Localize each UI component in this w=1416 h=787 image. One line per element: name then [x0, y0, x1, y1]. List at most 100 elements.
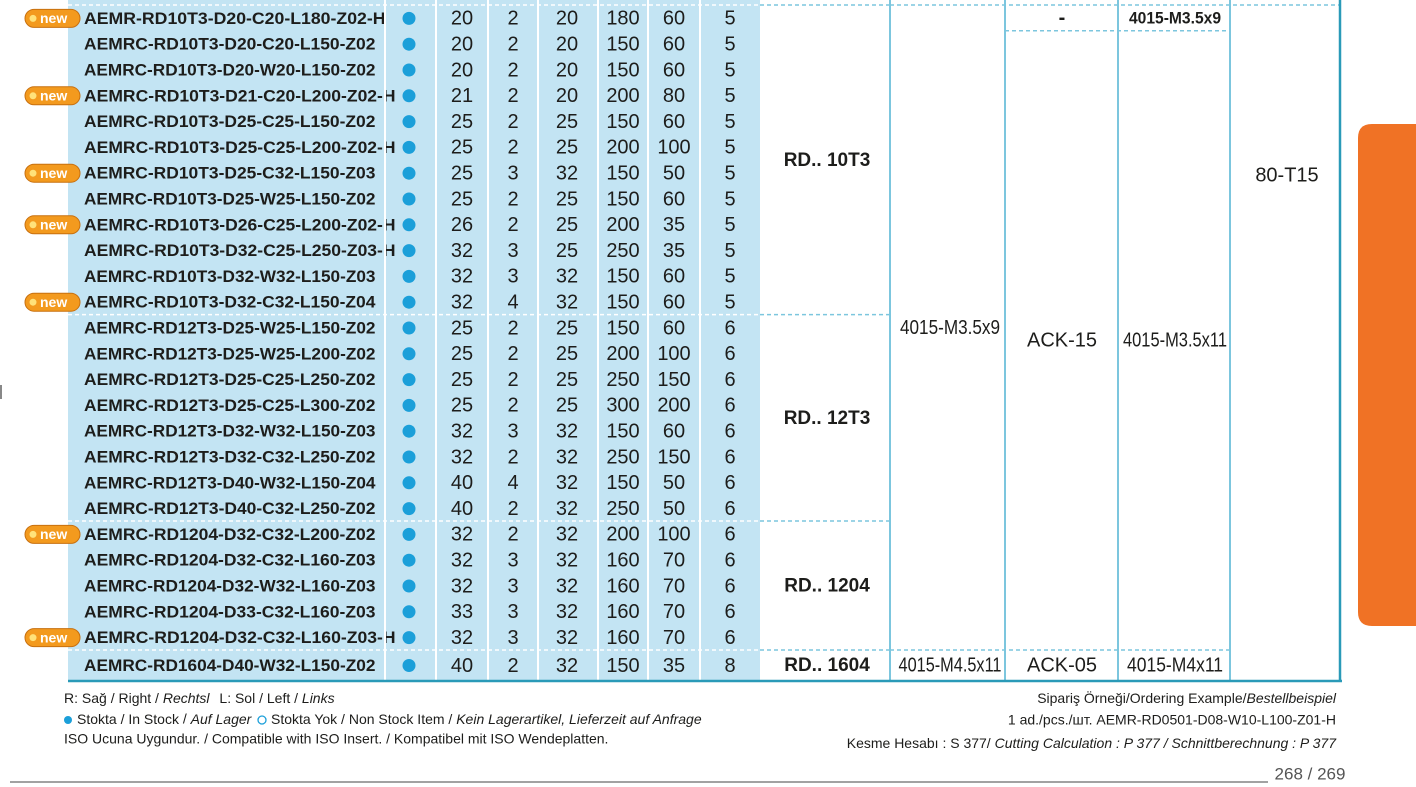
dimension: 150 — [606, 317, 639, 339]
dimension: 100 — [657, 524, 690, 546]
dimension: 20 — [556, 33, 578, 55]
dimension: 6 — [724, 343, 735, 365]
dimension: 32 — [451, 549, 473, 571]
stock-dot — [402, 295, 416, 309]
screw: 4015-M4.5x11 — [899, 654, 1002, 676]
dimension: 5 — [724, 59, 735, 81]
dimension: 25 — [451, 137, 473, 159]
screw-2: 4015-M4x11 — [1127, 654, 1223, 676]
product-code: AEMRC-RD10T3-D32-C32-L150-Z04 — [84, 293, 376, 312]
group-label: RD.. 1604 — [784, 655, 870, 676]
dimension: 150 — [657, 369, 690, 391]
dimension: 32 — [556, 291, 578, 313]
product-code: AEMRC-RD1204-D32-C32-L200-Z02 — [84, 525, 375, 544]
product-code: AEMRC-RD12T3-D25-W25-L200-Z02 — [84, 344, 375, 363]
dimension: 32 — [556, 655, 578, 677]
dimension: 50 — [663, 498, 685, 520]
screw-2: 4015-M3.5x9 — [1129, 8, 1221, 27]
stock-dot — [402, 579, 416, 593]
table-shade — [68, 0, 760, 681]
legend-text: L: Sol / Left / — [219, 690, 298, 706]
stock-dot — [402, 11, 416, 25]
dimension: 35 — [663, 240, 685, 262]
product-code: AEMRC-RD10T3-D20-W20-L150-Z02 — [84, 60, 375, 79]
dimension: 32 — [556, 420, 578, 442]
stock-dot — [402, 424, 416, 438]
dimension: 3 — [507, 601, 518, 623]
legend-text: ISO Ucuna Uygundur. / Compatible with IS… — [64, 731, 608, 747]
product-code: AEMRC-RD10T3-D32-C25-L250-Z03-H — [84, 241, 396, 260]
dimension: 32 — [451, 627, 473, 649]
badge-text: new — [40, 10, 67, 26]
dimension: 150 — [606, 266, 639, 288]
dimension: 32 — [556, 549, 578, 571]
stock-dot — [402, 631, 416, 645]
dimension: 250 — [606, 369, 639, 391]
dimension: 2 — [507, 446, 518, 468]
badge-text: new — [40, 165, 67, 181]
dimension: 250 — [606, 446, 639, 468]
new-badge — [24, 163, 81, 183]
screw-2: 4015-M3.5x11 — [1123, 330, 1227, 352]
dimension: 20 — [451, 59, 473, 81]
wrench: ACK-05 — [1027, 654, 1097, 676]
dimension: 20 — [451, 8, 473, 30]
dimension: 6 — [724, 472, 735, 494]
legend-text: Stokta Yok / Non Stock Item / — [271, 711, 452, 727]
legend-text: Rechtsl — [163, 690, 211, 706]
dimension: 25 — [556, 137, 578, 159]
ordering-text: Bestellbeispiel — [1247, 690, 1337, 706]
product-code: AEMRC-RD10T3-D25-C25-L150-Z02 — [84, 112, 375, 131]
dimension: 2 — [507, 59, 518, 81]
dimension: 250 — [606, 498, 639, 520]
dimension: 32 — [556, 162, 578, 184]
badge-icon — [29, 530, 37, 538]
dimension: 6 — [724, 549, 735, 571]
dimension: 6 — [724, 627, 735, 649]
dimension: 4 — [507, 472, 518, 494]
dimension: 5 — [724, 188, 735, 210]
dimension: 150 — [606, 655, 639, 677]
badge-icon — [29, 634, 37, 642]
dimension: 35 — [663, 214, 685, 236]
dimension: 70 — [663, 549, 685, 571]
dimension: 35 — [663, 655, 685, 677]
dimension: 25 — [451, 188, 473, 210]
dimension: 2 — [507, 369, 518, 391]
legend-text: R: Sağ / Right / — [64, 690, 159, 706]
dimension: 50 — [663, 472, 685, 494]
dimension: 20 — [556, 59, 578, 81]
product-code: AEMRC-RD12T3-D25-W25-L150-Z02 — [84, 318, 375, 337]
dimension: 2 — [507, 85, 518, 107]
wrench: - — [1059, 7, 1066, 29]
dimension: 40 — [451, 472, 473, 494]
calc-line: Kesme Hesabı : S 377/ Cutting Calculatio… — [847, 735, 1337, 751]
legend-line: Stokta / In Stock / Auf Lager Stokta Yok … — [77, 711, 702, 727]
dimension: 25 — [556, 111, 578, 133]
dimension: 25 — [556, 188, 578, 210]
stock-dot — [402, 450, 416, 464]
product-code: AEMRC-RD1604-D40-W32-L150-Z02 — [84, 656, 375, 675]
badge-text: new — [40, 88, 67, 104]
dimension: 2 — [507, 498, 518, 520]
product-code: AEMRC-RD12T3-D25-C25-L250-Z02 — [84, 370, 375, 389]
product-code: AEMRC-RD12T3-D40-W32-L150-Z04 — [84, 473, 376, 492]
legend-text: Stokta / In Stock — [77, 711, 180, 727]
dimension: 5 — [724, 214, 735, 236]
dimension: 32 — [451, 575, 473, 597]
dimension: 60 — [663, 266, 685, 288]
dimension: 60 — [663, 317, 685, 339]
dimension: 2 — [507, 524, 518, 546]
product-code: AEMRC-RD10T3-D20-C20-L150-Z02 — [84, 35, 375, 54]
stock-dot — [402, 502, 416, 516]
dimension: 8 — [724, 655, 735, 677]
dimension: 5 — [724, 111, 735, 133]
dimension: 20 — [556, 8, 578, 30]
side-tab — [1358, 124, 1416, 626]
dimension: 70 — [663, 627, 685, 649]
dimension: 6 — [724, 420, 735, 442]
dimension: 32 — [451, 240, 473, 262]
dimension: 2 — [507, 111, 518, 133]
ordering-text: Sipariş Örneği/Ordering Example/ — [1037, 689, 1246, 706]
stock-dot — [402, 244, 416, 258]
